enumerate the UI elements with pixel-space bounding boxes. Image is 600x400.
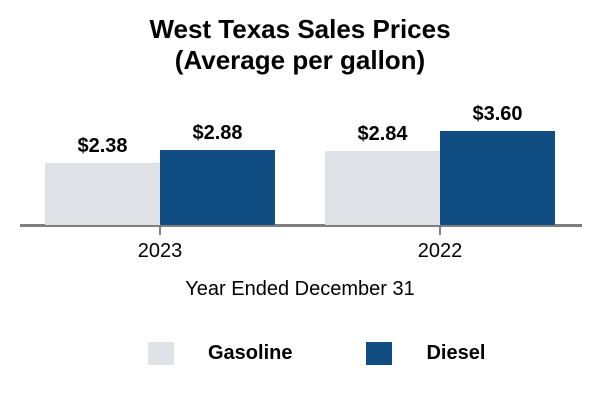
- chart-title-line-1: West Texas Sales Prices: [149, 14, 451, 44]
- bar-diesel-2023: [160, 150, 275, 225]
- legend-label-diesel: Diesel: [426, 342, 486, 364]
- legend-swatch-diesel: [366, 342, 393, 365]
- bar-value-label-diesel-2023: $2.88: [192, 122, 243, 144]
- bar-value-label-gasoline-2023: $2.38: [77, 135, 128, 157]
- chart-title-line-2: (Average per gallon): [174, 45, 426, 75]
- category-label-2023: 2023: [137, 240, 183, 262]
- bar-gasoline-2022: [325, 151, 440, 225]
- x-axis-line: [20, 224, 582, 227]
- legend-swatch-gasoline: [148, 342, 174, 365]
- legend-item-gasoline: Gasoline: [148, 342, 292, 365]
- legend-label-gasoline: Gasoline: [208, 342, 293, 364]
- legend: Gasoline Diesel: [148, 342, 485, 365]
- legend-item-diesel: Diesel: [366, 342, 485, 365]
- bar-gasoline-2023: [45, 163, 160, 225]
- category-label-2022: 2022: [417, 240, 463, 262]
- x-axis-tick-2023: [159, 227, 161, 235]
- chart-title: West Texas Sales Prices (Average per gal…: [0, 14, 600, 76]
- bar-value-label-diesel-2022: $3.60: [472, 103, 523, 125]
- bar-value-label-gasoline-2022: $2.84: [357, 123, 408, 145]
- x-axis-title: Year Ended December 31: [185, 278, 415, 300]
- x-axis-tick-2022: [439, 227, 441, 235]
- bar-diesel-2022: [440, 131, 555, 225]
